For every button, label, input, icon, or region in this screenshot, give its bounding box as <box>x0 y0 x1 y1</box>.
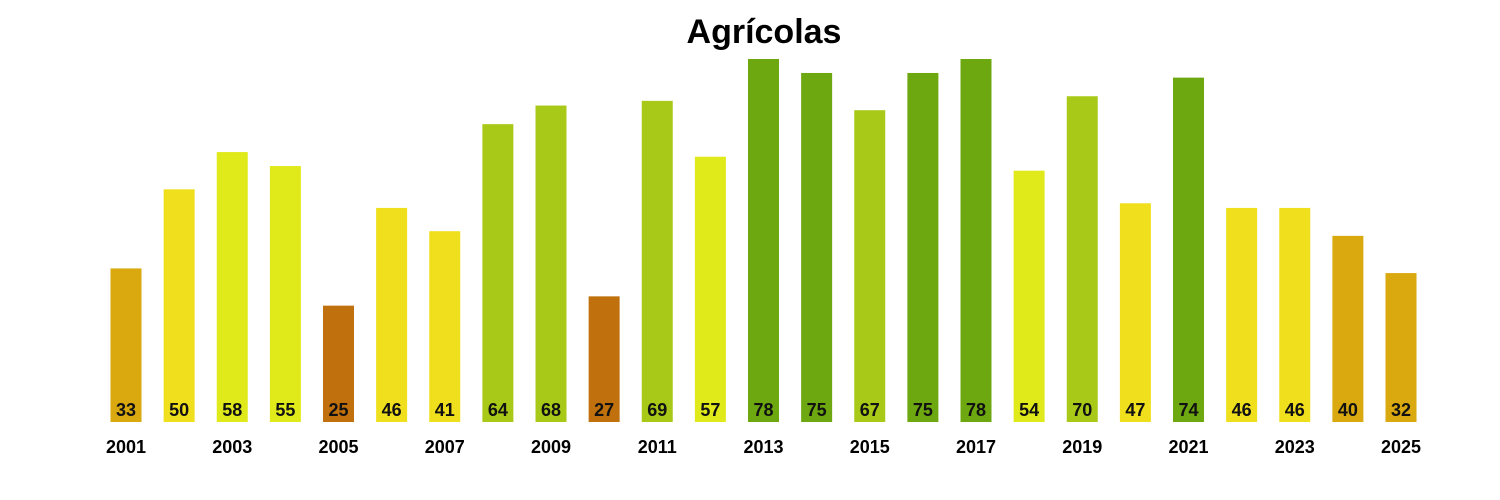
bar-value-label-2001: 33 <box>116 400 136 420</box>
bar-2009 <box>535 105 567 422</box>
bar-value-label-2006: 46 <box>382 400 402 420</box>
bar-2008 <box>482 124 514 423</box>
bar-2018 <box>1013 170 1045 422</box>
chart-title: Agrícolas <box>687 13 842 51</box>
bar-2006 <box>376 207 408 422</box>
bar-2020 <box>1119 203 1151 422</box>
bar-value-label-2009: 68 <box>541 400 561 420</box>
bar-value-label-2004: 55 <box>275 400 295 420</box>
bar-2013 <box>748 59 779 422</box>
bar-value-label-2025: 32 <box>1391 400 1411 420</box>
bar-group <box>110 59 1417 423</box>
bar-2019 <box>1066 96 1098 422</box>
bar-value-label-2011: 69 <box>647 400 667 420</box>
bar-value-label-2005: 25 <box>328 400 348 420</box>
bar-value-label-2007: 41 <box>435 400 455 420</box>
bar-value-label-2020: 47 <box>1125 400 1145 420</box>
bar-2022 <box>1226 207 1258 422</box>
bar-value-label-2002: 50 <box>169 400 189 420</box>
bar-2024 <box>1332 235 1364 422</box>
bar-value-label-2008: 64 <box>488 400 508 420</box>
x-tick-label-2017: 2017 <box>956 437 996 457</box>
x-tick-label-2005: 2005 <box>318 437 358 457</box>
bar-value-label-2010: 27 <box>594 400 614 420</box>
bar-2023 <box>1279 207 1311 422</box>
bar-2021 <box>1173 77 1204 423</box>
bar-2014 <box>801 72 833 423</box>
x-tick-label-2013: 2013 <box>743 437 783 457</box>
bar-value-label-2013: 78 <box>753 400 773 420</box>
x-tick-label-2023: 2023 <box>1275 437 1315 457</box>
bar-2015 <box>854 110 886 422</box>
bar-2005 <box>323 305 354 422</box>
bar-2001 <box>110 268 142 422</box>
x-tick-label-2019: 2019 <box>1062 437 1102 457</box>
bar-label-group: 33 50 58 55 25 46 41 64 68 27 69 57 78 75 67 75 78 54 70 47… <box>116 400 1411 420</box>
bar-value-label-2015: 67 <box>860 400 880 420</box>
bar-2017 <box>960 59 992 422</box>
x-tick-label-2001: 2001 <box>106 437 146 457</box>
bar-2002 <box>163 189 195 422</box>
x-tick-label-2021: 2021 <box>1168 437 1208 457</box>
bar-value-label-2012: 57 <box>700 400 720 420</box>
bar-value-label-2023: 46 <box>1285 400 1305 420</box>
x-tick-label-2003: 2003 <box>212 437 252 457</box>
x-tick-label-2011: 2011 <box>638 437 677 457</box>
x-tick-label-2007: 2007 <box>425 437 465 457</box>
x-tick-label-2025: 2025 <box>1381 437 1421 457</box>
bar-2007 <box>429 231 461 422</box>
bar-2010 <box>588 296 620 422</box>
bar-value-label-2003: 58 <box>222 400 242 420</box>
bar-2004 <box>269 166 301 422</box>
x-tick-label-2009: 2009 <box>531 437 571 457</box>
bar-2016 <box>907 72 939 423</box>
bar-value-label-2022: 46 <box>1232 400 1252 420</box>
x-tick-label-2015: 2015 <box>850 437 890 457</box>
bar-value-label-2017: 78 <box>966 400 986 420</box>
bar-value-label-2019: 70 <box>1072 400 1092 420</box>
bar-value-label-2024: 40 <box>1338 400 1358 420</box>
x-axis-ticks: 2001 2003 2005 2007 2009 2011 2013 2015 2017 2019… <box>106 437 1421 457</box>
bar-2003 <box>216 152 248 422</box>
bar-value-label-2014: 75 <box>807 400 827 420</box>
bar-2012 <box>694 156 726 423</box>
bar-value-label-2018: 54 <box>1019 400 1039 420</box>
bar-2011 <box>641 100 673 422</box>
bar-value-label-2016: 75 <box>913 400 933 420</box>
bar-2025 <box>1385 273 1417 422</box>
bar-value-label-2021: 74 <box>1178 400 1198 420</box>
